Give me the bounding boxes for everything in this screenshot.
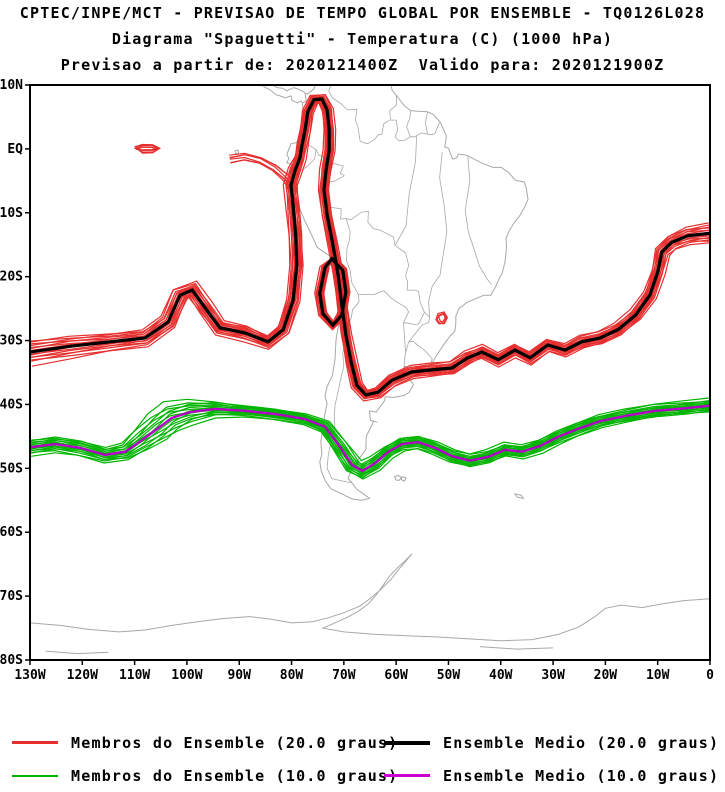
map-plot: 130W 120W 110W 100W 90W 80W 70W 60W 50W 40W 30W 20W…: [0, 78, 714, 683]
legend-item-mean-20: Ensemble Medio (20.0 graus): [384, 734, 725, 752]
chart-forecast-line: Previsao a partir de: 2020121400Z Valido…: [60, 56, 665, 74]
members-20-path: [229, 156, 292, 188]
mean-20-path: [318, 256, 348, 328]
y-tick-label: 70S: [0, 589, 23, 604]
country-border-path: [345, 218, 351, 261]
members-20-path: [133, 145, 160, 152]
country-border-path: [359, 119, 390, 145]
members-20-path: [31, 101, 710, 402]
mean-10-path: [30, 404, 710, 473]
x-tick-label: 130W: [14, 668, 45, 683]
legend-label-mean-20: Ensemble Medio (20.0 graus): [443, 733, 720, 752]
country-border-path: [323, 175, 431, 368]
y-tick-label: 30S: [0, 334, 23, 349]
country-border-path: [394, 136, 417, 246]
members-20-path: [30, 99, 710, 398]
y-tick-label: 20S: [0, 270, 23, 285]
map-layer: [30, 85, 710, 655]
country-border-path: [406, 110, 412, 137]
chart-subtitle: Diagrama "Spaguetti" - Temperatura (C) (…: [111, 30, 614, 48]
country-border-path: [428, 152, 448, 317]
legend-label-members-10: Membros do Ensemble (10.0 graus): [71, 766, 399, 785]
x-tick-label: 70W: [332, 668, 356, 683]
y-tick-label: 50S: [0, 461, 23, 476]
chart-title: CPTEC/INPE/MCT - PREVISAO DE TEMPO GLOBA…: [19, 4, 706, 22]
members-20-path: [30, 98, 710, 397]
members-10-path: [30, 401, 710, 467]
x-tick-label: 90W: [227, 668, 251, 683]
x-tick-label: 10W: [646, 668, 670, 683]
members-20-path: [135, 146, 157, 151]
plot-frame: [29, 84, 711, 661]
legend-row-2: Membros do Ensemble (10.0 graus) Ensembl…: [0, 759, 725, 792]
coastline-path: [400, 475, 407, 482]
chart-titles: CPTEC/INPE/MCT - PREVISAO DE TEMPO GLOBA…: [0, 0, 725, 78]
y-tick-label: 10N: [0, 78, 23, 93]
x-tick-label: 50W: [437, 668, 461, 683]
country-border-path: [358, 290, 410, 353]
coastline-path: [234, 149, 240, 154]
x-tick-label: 120W: [67, 668, 98, 683]
coastline-path: [284, 85, 529, 501]
coastline-path: [479, 646, 554, 650]
legend-label-mean-10: Ensemble Medio (10.0 graus): [443, 766, 720, 785]
y-tick-label: 60S: [0, 525, 23, 540]
x-tick-label: 20W: [594, 668, 618, 683]
y-tick-label: 80S: [0, 653, 23, 668]
x-tick-label: 40W: [489, 668, 513, 683]
legend-line-members-20-icon: [12, 741, 58, 744]
legend-row-1: Membros do Ensemble (20.0 graus) Ensembl…: [0, 726, 725, 759]
legend-label-members-20: Membros do Ensemble (20.0 graus): [71, 733, 399, 752]
country-border-path: [389, 94, 440, 141]
legend-item-members-10: Membros do Ensemble (10.0 graus): [12, 767, 397, 785]
x-tick-label: 0: [706, 668, 714, 683]
x-tick-label: 100W: [171, 668, 202, 683]
x-tick-label: 80W: [280, 668, 304, 683]
members-10-path: [31, 411, 710, 480]
members-20-path: [229, 153, 293, 188]
members-20-path: [30, 97, 710, 397]
legend-line-members-10-icon: [12, 774, 58, 777]
y-tick-label: 10S: [0, 206, 23, 221]
members-20-path: [230, 159, 289, 190]
coastline-path: [261, 85, 303, 104]
members-10-path: [30, 401, 710, 468]
legend-item-mean-10: Ensemble Medio (10.0 graus): [384, 767, 725, 785]
coastline-path: [45, 650, 109, 655]
country-border-path: [328, 85, 361, 142]
members-20-path: [435, 311, 449, 325]
x-tick-label: 110W: [119, 668, 150, 683]
members-20-path: [30, 96, 710, 392]
coastline-path: [393, 474, 403, 482]
x-tick-label: 60W: [384, 668, 408, 683]
country-border-path: [464, 156, 492, 285]
members-10-path: [30, 409, 710, 478]
members-20-path: [31, 101, 710, 400]
legend-line-mean-10-icon: [384, 774, 430, 777]
members-20-path: [31, 99, 710, 400]
coastline-path: [272, 85, 306, 94]
legend: Membros do Ensemble (20.0 graus) Ensembl…: [0, 726, 725, 792]
mean-20-path: [30, 97, 710, 397]
country-border-path: [403, 312, 425, 326]
members-10-path: [30, 408, 710, 477]
country-border-path: [408, 340, 433, 367]
coastline-path: [30, 553, 710, 642]
country-border-path: [326, 260, 360, 484]
members-20-path: [436, 312, 448, 324]
members-20-path: [30, 102, 710, 398]
members-20-path: [30, 94, 710, 391]
y-tick-label: 40S: [0, 397, 23, 412]
legend-item-members-20: Membros do Ensemble (20.0 graus): [12, 734, 397, 752]
members-20-path: [438, 313, 446, 323]
x-tick-label: 30W: [541, 668, 565, 683]
coastline-path: [513, 493, 525, 500]
legend-line-mean-20-icon: [384, 740, 430, 745]
members-20-path: [30, 95, 710, 395]
country-border-path: [424, 111, 428, 135]
y-tick-label: EQ: [7, 142, 23, 157]
members-20-path: [30, 100, 710, 396]
